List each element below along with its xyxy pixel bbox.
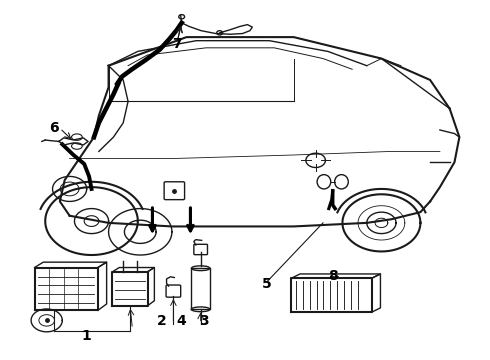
Text: 2: 2 xyxy=(157,314,167,328)
Text: 1: 1 xyxy=(82,329,92,343)
Text: 3: 3 xyxy=(199,314,208,328)
Text: 6: 6 xyxy=(49,121,59,135)
Text: 4: 4 xyxy=(177,314,187,328)
Text: 5: 5 xyxy=(262,276,272,291)
Text: 7: 7 xyxy=(172,37,182,51)
Text: 8: 8 xyxy=(328,269,338,283)
